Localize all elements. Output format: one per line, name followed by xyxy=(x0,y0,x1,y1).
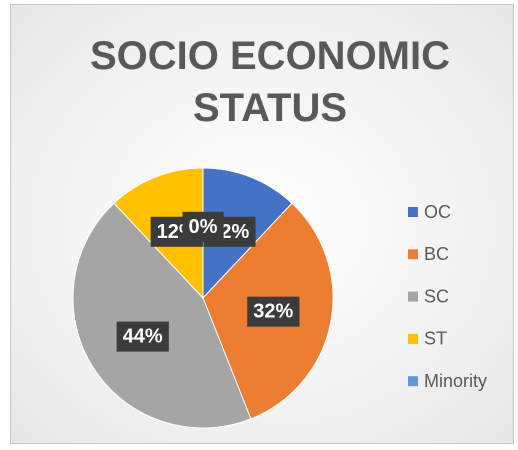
legend-label: ST xyxy=(424,329,447,349)
data-label: 32% xyxy=(247,296,300,327)
legend-swatch xyxy=(408,333,418,344)
data-label-box xyxy=(182,211,224,242)
data-label-box xyxy=(247,296,300,327)
legend-swatch xyxy=(408,207,418,217)
data-label: 44% xyxy=(116,321,169,352)
legend-swatch xyxy=(408,376,418,387)
chart-title: SOCIO ECONOMIC STATUS xyxy=(89,34,451,130)
data-label-text: 0% xyxy=(189,216,218,238)
pie-slice xyxy=(72,202,252,429)
legend-swatch xyxy=(408,249,418,260)
data-label-box xyxy=(116,321,169,352)
data-label-text: 32% xyxy=(253,301,293,323)
legend-label: OC xyxy=(424,202,451,222)
data-label-text: 44% xyxy=(123,326,163,348)
legend-label: BC xyxy=(424,244,449,264)
legend-label: Minority xyxy=(424,371,487,391)
legend-label: SC xyxy=(424,286,449,306)
legend-swatch xyxy=(408,291,418,302)
data-label: 0% xyxy=(182,211,224,242)
